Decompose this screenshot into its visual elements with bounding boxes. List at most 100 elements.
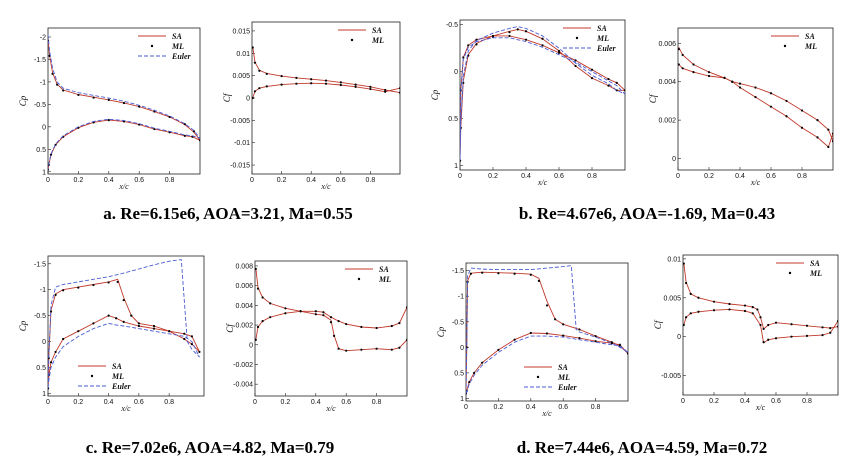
data-point bbox=[728, 308, 731, 311]
data-point bbox=[821, 334, 824, 337]
data-point bbox=[49, 153, 53, 156]
data-point bbox=[516, 28, 519, 31]
x-tick-label: 0.4 bbox=[735, 173, 745, 180]
data-point bbox=[183, 332, 186, 335]
x-tick-label: 0 bbox=[253, 399, 257, 406]
y-tick-label: 0 bbox=[677, 334, 681, 341]
data-point bbox=[562, 334, 565, 337]
data-point bbox=[198, 350, 201, 354]
data-point bbox=[508, 34, 511, 38]
data-point bbox=[329, 316, 333, 319]
data-point bbox=[615, 81, 618, 84]
data-point bbox=[390, 324, 393, 328]
data-point bbox=[92, 283, 95, 287]
y-tick-label: -1.5 bbox=[34, 261, 46, 268]
data-point bbox=[56, 83, 59, 86]
data-point bbox=[767, 323, 770, 327]
y-tick-label: -0.004 bbox=[233, 382, 253, 389]
legend-label-sa: SA bbox=[558, 363, 568, 372]
data-point bbox=[805, 324, 809, 327]
data-point bbox=[678, 48, 680, 51]
data-point bbox=[578, 328, 581, 331]
legend-label-sa: SA bbox=[379, 265, 389, 274]
data-point bbox=[762, 341, 765, 344]
data-point bbox=[590, 77, 594, 80]
x-axis-label: x/c bbox=[120, 404, 131, 413]
data-point bbox=[62, 337, 65, 341]
y-tick-label: -0.01 bbox=[234, 140, 250, 147]
x-tick-label: 0.6 bbox=[336, 177, 346, 184]
x-axis-label: x/c bbox=[325, 404, 336, 413]
data-point bbox=[253, 90, 257, 93]
legend-swatch-ml bbox=[350, 38, 354, 42]
x-axis-label: x/c bbox=[750, 178, 761, 187]
series-sa-line bbox=[48, 39, 200, 170]
series-ml-points bbox=[678, 63, 833, 143]
y-axis-label: Cf bbox=[653, 319, 663, 329]
x-tick-label: 0.2 bbox=[494, 404, 504, 411]
data-point bbox=[545, 332, 549, 335]
x-tick-label: 0 bbox=[676, 173, 680, 180]
data-point bbox=[269, 302, 272, 305]
x-axis-label: x/c bbox=[320, 182, 331, 191]
x-tick-label: 0.4 bbox=[521, 173, 531, 180]
data-point bbox=[252, 96, 254, 100]
data-point bbox=[51, 72, 54, 75]
data-point bbox=[360, 348, 363, 351]
x-tick-label: 0.2 bbox=[277, 177, 287, 184]
data-point bbox=[683, 262, 685, 265]
x-tick-label: 0.6 bbox=[554, 173, 564, 180]
data-point bbox=[153, 110, 156, 113]
data-point bbox=[310, 82, 313, 85]
legend-label-ml: ML bbox=[557, 373, 570, 382]
data-point bbox=[107, 314, 110, 317]
x-tick-label: 0.8 bbox=[591, 404, 601, 411]
series-ml-points bbox=[683, 262, 838, 330]
x-tick-label: 0.2 bbox=[709, 398, 719, 405]
data-point bbox=[324, 79, 328, 82]
series-ml-points bbox=[683, 308, 838, 344]
data-point bbox=[769, 92, 773, 95]
data-point bbox=[122, 320, 125, 323]
data-point bbox=[339, 83, 342, 87]
legend-label-sa: SA bbox=[810, 259, 820, 268]
series-euler-line bbox=[466, 265, 628, 394]
legend-label-euler: Euler bbox=[171, 52, 192, 61]
data-point bbox=[816, 119, 819, 122]
y-tick-label: 0.004 bbox=[235, 303, 253, 310]
data-point bbox=[574, 64, 577, 68]
data-point bbox=[337, 347, 340, 350]
data-point bbox=[513, 272, 516, 275]
data-point bbox=[345, 349, 348, 352]
data-point bbox=[107, 118, 110, 122]
data-point bbox=[398, 321, 401, 325]
data-point bbox=[168, 330, 171, 333]
data-point bbox=[369, 87, 372, 91]
y-tick-label: -1 bbox=[40, 287, 46, 294]
legend-swatch-ml bbox=[575, 36, 579, 40]
x-tick-label: 0.4 bbox=[306, 177, 316, 184]
data-point bbox=[369, 85, 372, 88]
data-point bbox=[738, 82, 742, 85]
x-tick-label: 0.4 bbox=[104, 177, 114, 184]
y-axis-label: Cf bbox=[222, 92, 232, 102]
data-point bbox=[491, 34, 495, 38]
series-sa-line bbox=[678, 64, 833, 142]
y-tick-label: 0.5 bbox=[448, 116, 458, 123]
data-point bbox=[295, 82, 298, 85]
data-point bbox=[92, 96, 95, 99]
x-tick-label: 0 bbox=[464, 404, 468, 411]
legend-label-euler: Euler bbox=[111, 382, 132, 391]
data-point bbox=[256, 287, 260, 290]
legend-swatch-ml bbox=[788, 271, 792, 275]
x-tick-label: 0.4 bbox=[526, 404, 536, 411]
series-sa-line bbox=[252, 82, 400, 99]
y-tick-label: 0.004 bbox=[658, 79, 676, 86]
data-point bbox=[481, 361, 484, 364]
data-point bbox=[49, 310, 53, 313]
series-euler-line bbox=[460, 26, 625, 161]
y-tick-label: -1 bbox=[458, 294, 464, 301]
data-point bbox=[168, 115, 171, 119]
